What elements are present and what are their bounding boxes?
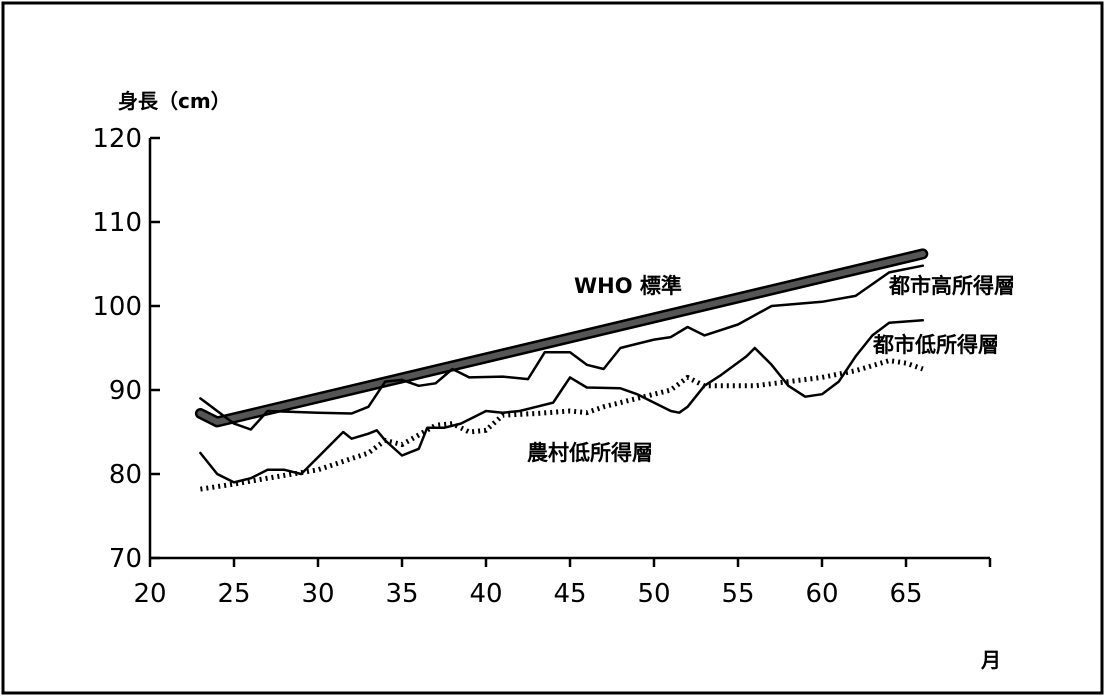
y-tick-label: 90 — [109, 376, 142, 406]
x-tick-label: 60 — [805, 579, 838, 609]
series-urban-high-income — [199, 264, 925, 431]
x-tick-label: 30 — [301, 579, 334, 609]
x-tick-label: 50 — [637, 579, 670, 609]
x-tick-label: 20 — [133, 579, 166, 609]
x-tick-label: 35 — [385, 579, 418, 609]
x-tick-label: 25 — [217, 579, 250, 609]
ticks-layer: 70 80 90 100 110 120 20 25 30 35 40 45 50 55 60 65 — [92, 124, 992, 609]
series-who-standard — [197, 250, 926, 425]
y-tick-label: 70 — [109, 544, 142, 574]
y-tick-label: 120 — [92, 124, 142, 154]
series-rural-low-income — [200, 358, 924, 492]
series-layer — [194, 248, 929, 492]
y-tick-label: 80 — [109, 460, 142, 490]
y-tick-label: 100 — [92, 292, 142, 322]
y-axis-title: 身長（cm） — [118, 89, 231, 113]
x-tick-label: 65 — [889, 579, 922, 609]
y-tick-label: 110 — [92, 208, 142, 238]
series-label-rural-low: 農村低所得層 — [527, 441, 653, 465]
series-urban-low-income — [199, 319, 925, 484]
series-label-who: WHO 標準 — [574, 274, 682, 298]
x-axis-title: 月 — [980, 648, 1001, 672]
x-tick-label: 45 — [553, 579, 586, 609]
x-tick-label: 40 — [469, 579, 502, 609]
series-label-urban-high: 都市高所得層 — [888, 274, 1015, 298]
x-tick-label: 55 — [721, 579, 754, 609]
series-label-urban-low: 都市低所得層 — [872, 333, 999, 357]
